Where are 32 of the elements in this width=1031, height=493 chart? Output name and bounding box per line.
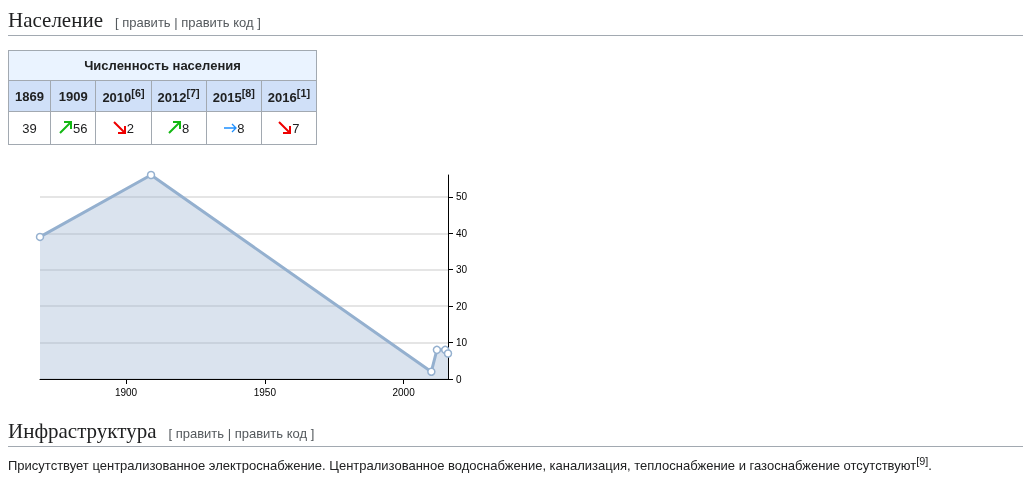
point [432,345,442,355]
point [427,367,436,377]
y-tick-label: 40 [456,228,468,240]
y-tick-label: 30 [456,264,468,276]
point [443,349,453,359]
data-label: 56 [50,111,96,145]
data-label: 8 [206,111,262,145]
data-label: 7 [261,111,317,145]
text: Население [8,8,103,32]
y-tick-label: 10 [456,337,468,349]
point [35,233,45,242]
y-tick-label: 20 [456,300,468,312]
text: Инфраструктура [8,419,157,444]
category-label: 2015$^{[8]}$ [206,80,262,112]
category-label: 2016$^{[1]}$ [261,80,317,112]
x-tick-label: 2000 [392,386,416,398]
x-tick-label: 1900 [114,386,138,398]
category-label: 2012$^{[7]}$ [151,80,207,112]
category-label: 2010$^{[6]}$ [95,80,152,112]
category-label: 1869 [8,80,51,112]
text: Присутствует централизованное электроснабжение. Централизованное водоснабжение, канализация, теплоснабжение и газоснабжение отсутствуют$^{[9]}$. [8,455,933,474]
text: [ править | править код ] [168,426,315,442]
text: [ править | править код ] [114,15,261,30]
data-label: 8 [151,111,207,145]
point [146,171,156,180]
y-tick-label: 50 [456,191,468,203]
category-label: 1909 [50,80,96,112]
text: Численность населения [8,50,317,81]
x-tick-label: 1950 [253,386,277,398]
data-label: 2 [95,111,152,145]
y-tick-label: 0 [456,373,462,385]
data-label: 39 [8,111,51,145]
